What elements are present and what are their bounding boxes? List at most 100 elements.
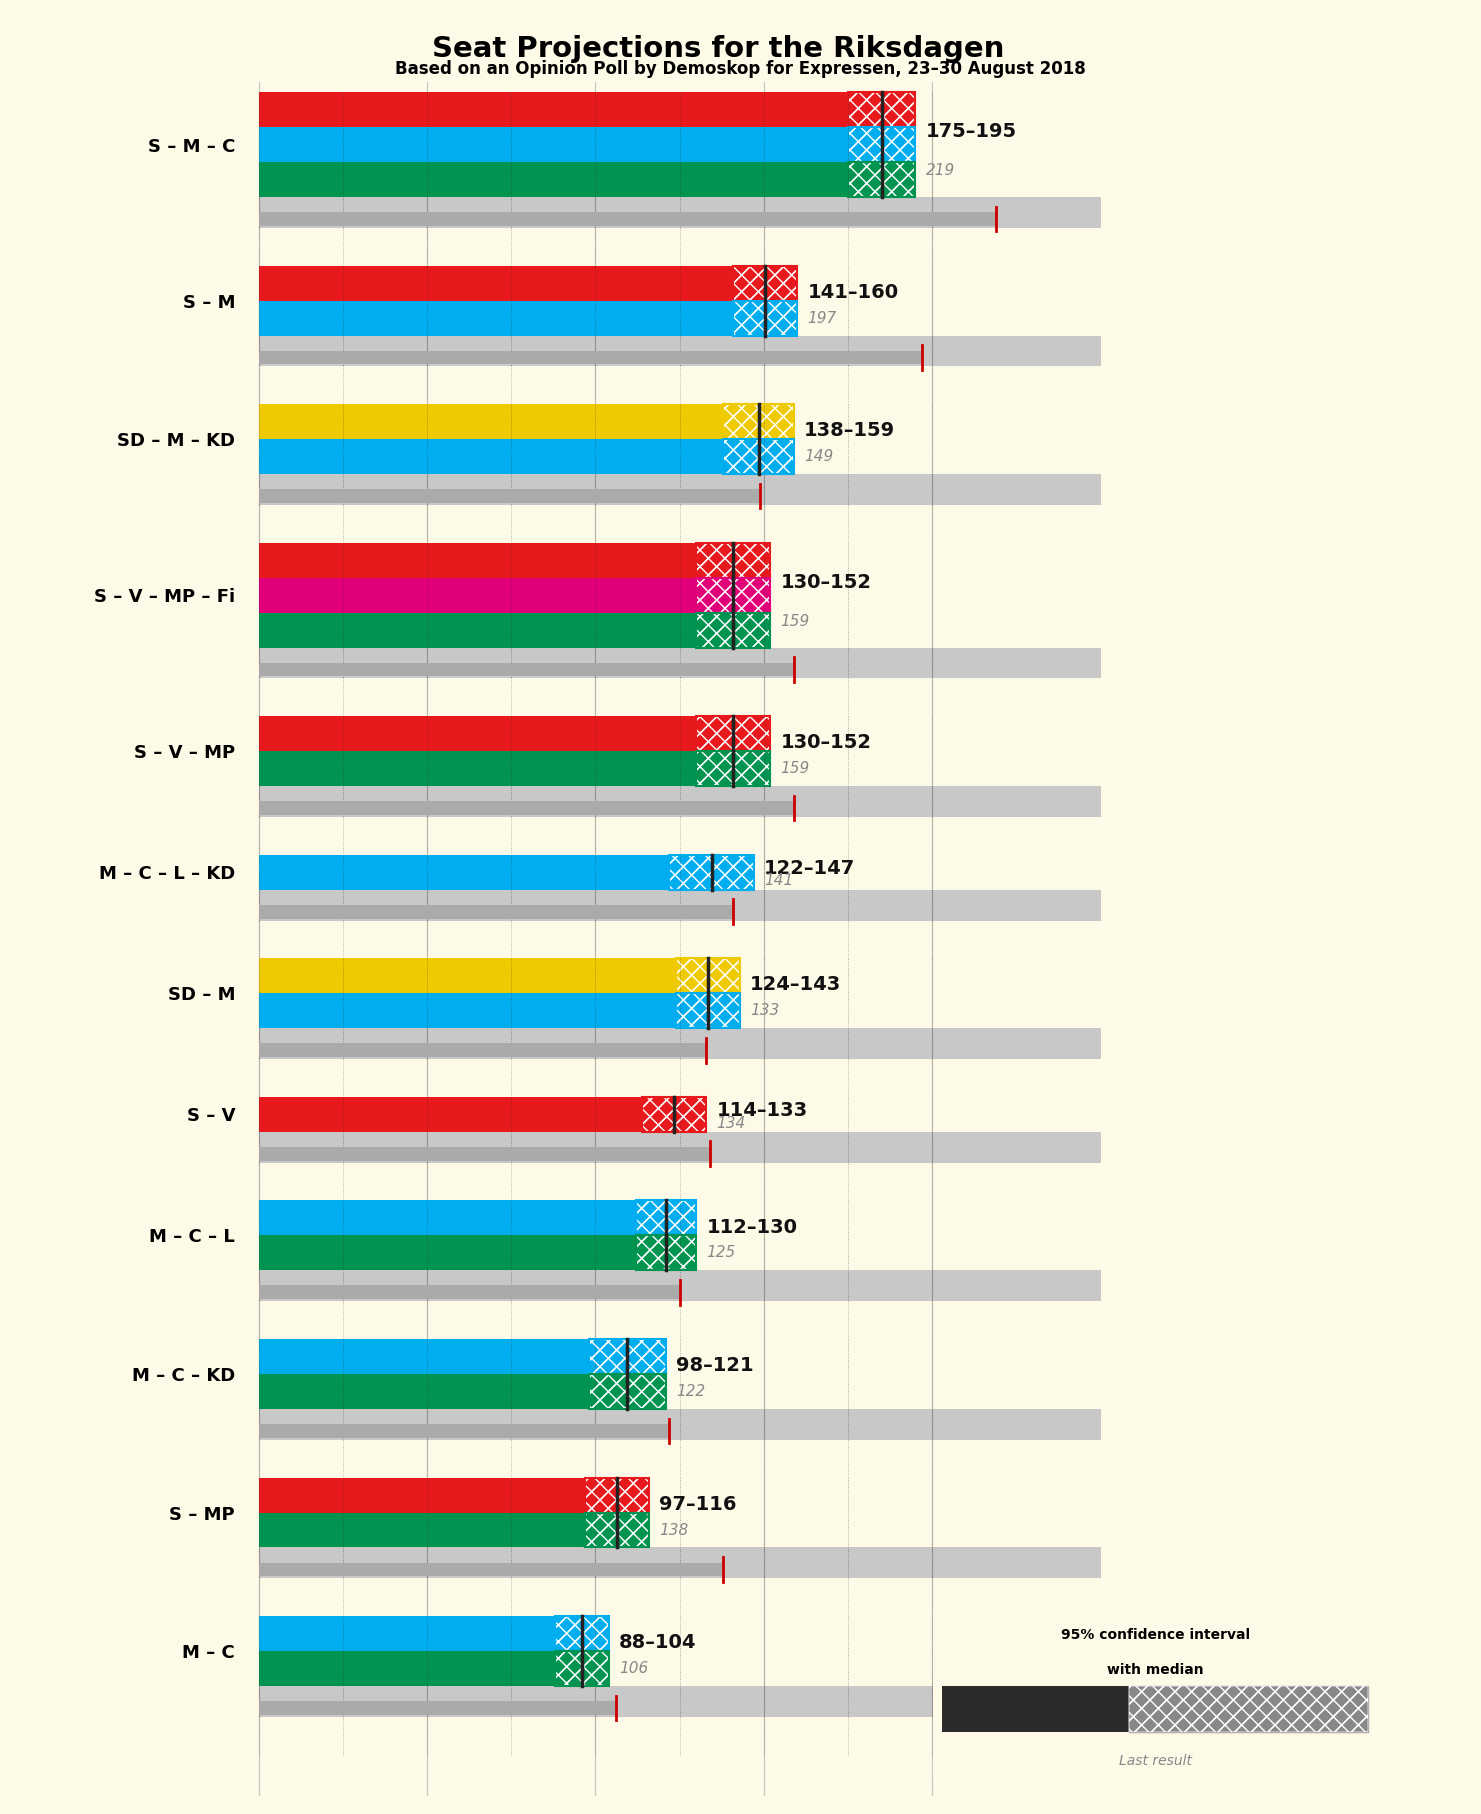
- Text: 159: 159: [780, 762, 810, 776]
- Bar: [696, 751, 770, 785]
- Bar: [635, 1201, 696, 1235]
- Bar: [696, 613, 770, 648]
- Bar: [588, 1373, 666, 1409]
- Bar: [723, 439, 794, 473]
- Bar: [259, 405, 723, 439]
- Text: 95% confidence interval: 95% confidence interval: [1060, 1627, 1250, 1642]
- Text: 133: 133: [751, 1003, 779, 1018]
- Bar: [723, 439, 794, 473]
- Bar: [849, 127, 915, 161]
- Bar: [259, 1578, 1100, 1616]
- Bar: [259, 1029, 1100, 1059]
- Bar: [259, 1163, 1100, 1201]
- Bar: [259, 958, 677, 994]
- Bar: [696, 751, 770, 785]
- Text: 130–152: 130–152: [780, 733, 872, 753]
- Text: 149: 149: [804, 450, 834, 464]
- Text: 88–104: 88–104: [619, 1633, 696, 1653]
- Bar: [643, 1097, 706, 1132]
- Bar: [635, 1235, 696, 1270]
- Bar: [259, 1373, 588, 1409]
- Bar: [259, 1043, 706, 1058]
- Bar: [723, 439, 794, 473]
- Bar: [259, 1409, 1100, 1440]
- Bar: [555, 1616, 609, 1651]
- Bar: [259, 301, 733, 336]
- Bar: [677, 994, 740, 1029]
- Bar: [259, 1716, 1100, 1754]
- Text: 138: 138: [659, 1522, 689, 1538]
- Bar: [259, 93, 849, 127]
- Bar: [635, 1201, 696, 1235]
- Bar: [585, 1513, 649, 1547]
- Bar: [696, 717, 770, 751]
- Bar: [585, 1513, 649, 1547]
- Bar: [723, 405, 794, 439]
- Bar: [696, 717, 770, 751]
- Bar: [588, 1373, 666, 1409]
- Bar: [696, 542, 770, 577]
- Bar: [259, 1651, 555, 1685]
- Bar: [259, 212, 997, 225]
- Text: with median: with median: [1106, 1663, 1204, 1678]
- Bar: [669, 854, 754, 889]
- Bar: [696, 613, 770, 648]
- Bar: [849, 127, 915, 161]
- Bar: [585, 1513, 649, 1547]
- Bar: [259, 889, 1100, 920]
- Bar: [259, 994, 677, 1029]
- Bar: [723, 439, 794, 473]
- Bar: [555, 1651, 609, 1685]
- Text: 130–152: 130–152: [780, 573, 872, 591]
- Bar: [259, 1339, 588, 1373]
- Bar: [585, 1478, 649, 1513]
- Bar: [733, 265, 797, 301]
- Bar: [259, 1059, 1100, 1097]
- Bar: [259, 1146, 709, 1161]
- Bar: [259, 905, 733, 918]
- Bar: [259, 1616, 555, 1651]
- Bar: [588, 1373, 666, 1409]
- Text: 124–143: 124–143: [751, 976, 841, 994]
- Bar: [259, 648, 1100, 678]
- Bar: [849, 93, 915, 127]
- Bar: [259, 1440, 1100, 1478]
- Text: 112–130: 112–130: [706, 1217, 797, 1237]
- Bar: [259, 785, 1100, 816]
- Bar: [259, 1286, 680, 1299]
- Bar: [555, 1651, 609, 1685]
- Bar: [677, 994, 740, 1029]
- Bar: [1129, 1687, 1368, 1732]
- Bar: [259, 1478, 585, 1513]
- Bar: [259, 1424, 669, 1439]
- Bar: [585, 1478, 649, 1513]
- Bar: [723, 405, 794, 439]
- Text: 97–116: 97–116: [659, 1495, 738, 1513]
- Bar: [1129, 1687, 1368, 1732]
- Bar: [696, 613, 770, 648]
- Bar: [733, 301, 797, 336]
- Bar: [849, 93, 915, 127]
- Bar: [259, 542, 696, 577]
- Bar: [733, 265, 797, 301]
- Bar: [696, 542, 770, 577]
- Text: 122–147: 122–147: [764, 858, 855, 878]
- Bar: [696, 577, 770, 613]
- Text: Based on an Opinion Poll by Demoskop for Expressen, 23–30 August 2018: Based on an Opinion Poll by Demoskop for…: [395, 60, 1086, 78]
- Bar: [696, 751, 770, 785]
- Text: 159: 159: [780, 613, 810, 629]
- Bar: [677, 958, 740, 994]
- Bar: [259, 439, 723, 473]
- Bar: [733, 265, 797, 301]
- Bar: [259, 1301, 1100, 1339]
- Bar: [1129, 1687, 1368, 1732]
- Bar: [849, 161, 915, 198]
- Bar: [723, 405, 794, 439]
- Bar: [635, 1235, 696, 1270]
- Bar: [259, 265, 733, 301]
- Bar: [643, 1097, 706, 1132]
- Text: Last result: Last result: [1118, 1754, 1192, 1769]
- Text: 98–121: 98–121: [677, 1357, 754, 1375]
- Bar: [669, 854, 754, 889]
- Bar: [259, 366, 1100, 405]
